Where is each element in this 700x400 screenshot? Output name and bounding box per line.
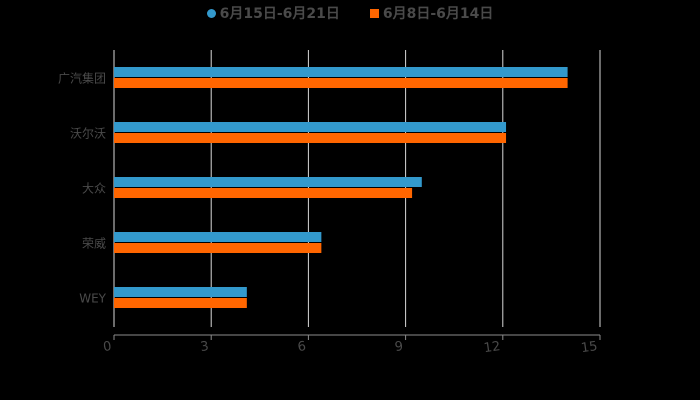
bar-1 — [114, 177, 422, 187]
bar-2 — [114, 298, 247, 308]
bar-2 — [114, 133, 507, 143]
x-axis-tick-label: 9 — [394, 339, 404, 355]
chart-legend: 6月15日-6月21日 6月8日-6月14日 — [0, 3, 700, 23]
y-axis-category-label: WEY — [79, 292, 106, 306]
bar-1 — [114, 122, 507, 132]
x-axis-tick-label: 12 — [483, 339, 501, 356]
y-axis-category-label: 荣威 — [82, 237, 106, 251]
y-axis-category-label: 广汽集团 — [58, 71, 106, 86]
x-axis-tick-label: 0 — [102, 339, 112, 355]
bar-2 — [114, 78, 568, 88]
bar-1 — [114, 287, 247, 297]
bar-1 — [114, 67, 568, 77]
legend-square-icon — [369, 8, 379, 18]
bar-1 — [114, 232, 322, 242]
x-axis-tick-label: 6 — [297, 339, 307, 355]
bar-2 — [114, 188, 413, 198]
bar-2 — [114, 243, 322, 253]
legend-item-series-1[interactable]: 6月15日-6月21日 — [206, 3, 340, 23]
x-axis-tick-label: 15 — [580, 339, 598, 356]
y-axis-category-label: 大众 — [82, 182, 106, 196]
x-axis-tick-label: 3 — [199, 339, 209, 355]
legend-item-series-2[interactable]: 6月8日-6月14日 — [369, 3, 494, 23]
legend-dot-icon — [206, 8, 216, 18]
y-axis-category-label: 沃尔沃 — [70, 126, 106, 141]
legend-label: 6月8日-6月14日 — [382, 6, 494, 22]
legend-label: 6月15日-6月21日 — [219, 6, 340, 22]
